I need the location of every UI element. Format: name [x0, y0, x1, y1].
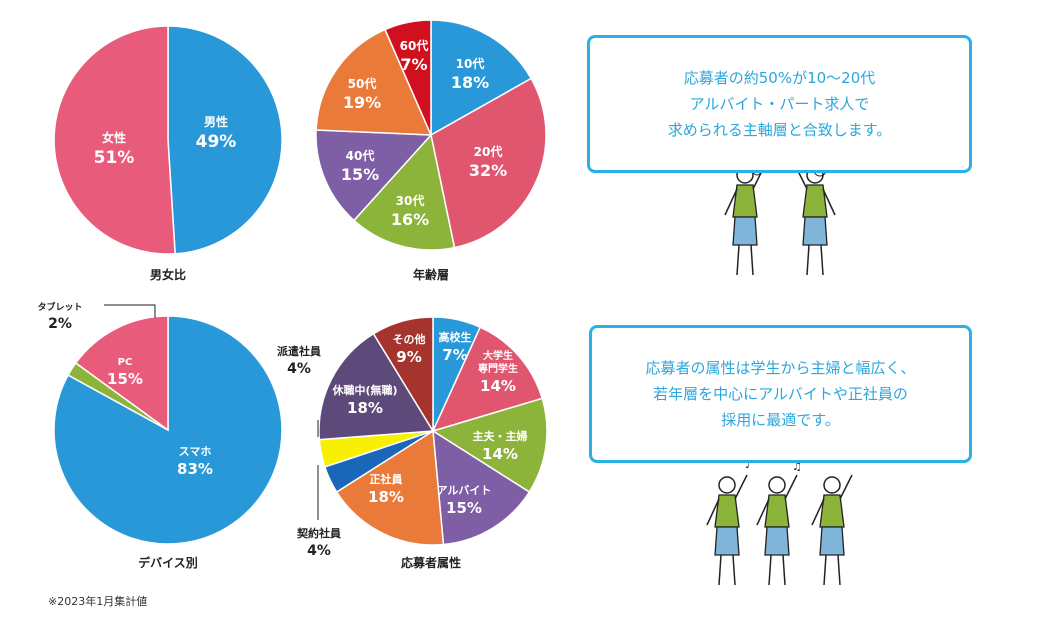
slice-label-name: 主夫・主婦 [473, 429, 528, 443]
pie-slice [315, 28, 433, 136]
slice-label: 正社員 18% [368, 472, 404, 506]
pie-slice [384, 19, 432, 136]
slice-label-value: 2% [48, 316, 72, 332]
slice-label-name: 50代 [348, 76, 377, 91]
gender-pie: 男性 49% 女性 51% [53, 25, 283, 255]
slice-label-name: 専門学生 [478, 362, 518, 375]
pie-slice [432, 429, 531, 546]
footnote: ※2023年1月集計値 [48, 595, 148, 608]
slice-label: 休職中(無職) 18% [331, 383, 397, 417]
slice-label: 大学生専門学生 14% [478, 349, 518, 395]
slice-label-name: 男性 [204, 114, 228, 129]
slice-label-value: 51% [94, 148, 135, 168]
leader-line-tablet [104, 304, 156, 318]
pie-slice [335, 429, 445, 546]
slice-label-value: 49% [196, 132, 237, 152]
slice-label: 20代 32% [469, 144, 507, 180]
slice-label-value: 32% [469, 161, 507, 180]
slice-label-value: 83% [177, 460, 213, 478]
callout-line: 応募者の属性は学生から主婦と幅広く、 [645, 359, 916, 377]
applicant-attribute-pie: 高校生 7% 大学生専門学生 14% 主夫・主婦 14% アルバイト 15% 正社員 18% 契約社… [277, 316, 548, 559]
slice-label-name: 正社員 [370, 472, 403, 486]
pie-slice [352, 133, 456, 251]
slice-label-value: 18% [368, 488, 404, 506]
pie-slice [318, 332, 435, 441]
slice-label: 60代 7% [400, 38, 429, 74]
slice-label: スマホ 83% [177, 445, 213, 478]
slice-label-name: 派遣社員 [277, 344, 321, 358]
slice-label: 50代 19% [343, 76, 381, 112]
svg-text:♪: ♪ [745, 458, 752, 471]
running-group-illustration: ♪ ♫ [706, 458, 853, 586]
slice-label-name: 高校生 [439, 330, 472, 344]
slice-label-value: 14% [482, 445, 518, 463]
slice-label-name: スマホ [179, 445, 212, 458]
slice-label: 派遣社員 4% [277, 344, 321, 377]
slice-label-name: PC [118, 357, 133, 368]
slice-label: 40代 15% [341, 148, 379, 184]
slice-label: 契約社員 4% [296, 526, 341, 559]
slice-label-value: 15% [107, 370, 143, 388]
slice-label: 30代 16% [391, 193, 429, 229]
slice-label-value: 16% [391, 210, 429, 229]
chart-title-gender: 男女比 [150, 267, 186, 282]
pie-slice [430, 77, 547, 249]
slice-label-value: 4% [287, 361, 311, 377]
slice-label-name: その他 [393, 332, 426, 346]
slice-label: 10代 18% [451, 56, 489, 92]
slice-label: タブレット 2% [37, 301, 82, 332]
high-five-illustration [724, 163, 836, 276]
callout-line: アルバイト・パート求人で [689, 95, 870, 113]
slice-label-value: 4% [307, 543, 331, 559]
chart-title-age: 年齢層 [413, 267, 449, 282]
pie-slice [53, 25, 176, 255]
callout-line: 採用に最適です。 [721, 411, 840, 429]
slice-label: 男性 49% [196, 114, 237, 152]
slice-label-value: 14% [480, 377, 516, 395]
slice-label: アルバイト 15% [437, 484, 492, 517]
callout-attribute-summary: 応募者の属性は学生から主婦と幅広く、 若年層を中心にアルバイトや正社員の 採用に… [589, 325, 972, 463]
slice-label-value: 9% [396, 348, 421, 366]
pie-slice [167, 25, 283, 255]
slice-label-name: タブレット [37, 301, 82, 313]
device-pie: スマホ 83% タブレット 2% PC 15% [37, 301, 283, 545]
slice-label: その他 9% [393, 332, 426, 366]
pie-slice [74, 315, 169, 432]
chart-title-device: デバイス別 [138, 555, 198, 570]
slice-label-value: 18% [451, 73, 489, 92]
slice-label-value: 15% [446, 499, 482, 517]
slice-label: 高校生 7% [439, 330, 472, 364]
slice-label-name: 60代 [400, 38, 429, 53]
slice-label-value: 19% [343, 93, 381, 112]
slice-label-value: 15% [341, 165, 379, 184]
callout-line: 求められる主軸層と合致します。 [667, 121, 892, 139]
slice-label: 主夫・主婦 14% [473, 429, 528, 463]
pie-slice [372, 316, 434, 434]
slice-label-name: アルバイト [437, 484, 492, 497]
pie-slice [430, 19, 533, 137]
slice-label: PC 15% [107, 357, 143, 388]
slice-label: 女性 51% [94, 130, 135, 168]
pie-slice [431, 397, 548, 494]
slice-label-name: 女性 [102, 130, 126, 145]
slice-label-name: 契約社員 [296, 526, 341, 540]
callout-line: 若年層を中心にアルバイトや正社員の [653, 385, 908, 403]
age-pie: 10代 18%20代 32%30代 16%40代 15%50代 19%60代 7% [315, 19, 547, 251]
pie-slice [431, 326, 544, 433]
slice-label-name: 20代 [474, 144, 503, 159]
slice-label-value: 7% [442, 346, 467, 364]
slice-label-name: 40代 [346, 148, 375, 163]
slice-label-value: 7% [400, 55, 427, 74]
chart-title-attribute: 応募者属性 [401, 555, 461, 570]
callout-line: 応募者の約50%が10〜20代 [683, 69, 876, 87]
callout-age-summary: 応募者の約50%が10〜20代 アルバイト・パート求人で 求められる主軸層と合致… [587, 35, 972, 173]
slice-label-name: 30代 [396, 193, 425, 208]
svg-text:♫: ♫ [792, 460, 802, 473]
slice-label-name: 休職中(無職) [331, 383, 397, 397]
slice-label-value: 18% [347, 399, 383, 417]
slice-label-name: 10代 [456, 56, 485, 71]
pie-slice [315, 129, 433, 222]
slice-label-name: 大学生 [483, 349, 513, 362]
